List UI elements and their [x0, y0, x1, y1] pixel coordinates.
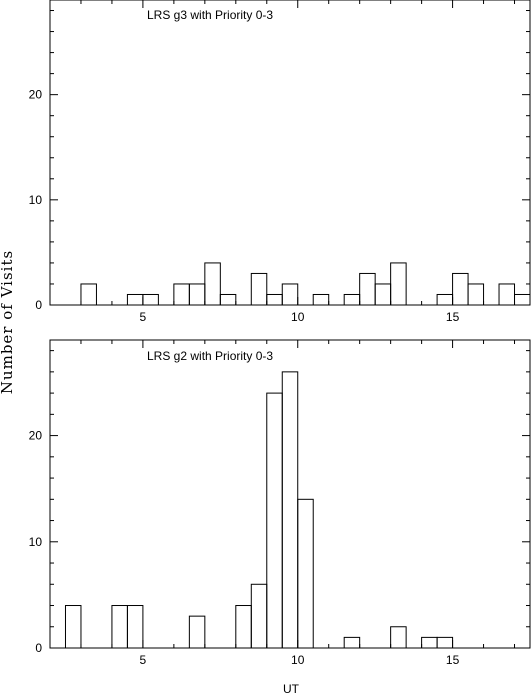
histogram-bar [297, 498, 314, 649]
y-tick-label: 10 [29, 535, 43, 549]
histogram-bar [219, 293, 237, 306]
y-tick-label: 0 [35, 298, 42, 312]
panel-lrs-g2: LRS g2 with Priority 0-3 5 10 15 0 10 20 [29, 339, 531, 667]
histogram-bar [64, 605, 82, 649]
y-tick-label: 0 [35, 641, 42, 655]
panel-title-lrs-g3: LRS g3 with Priority 0-3 [147, 8, 273, 22]
histogram-bar [142, 293, 159, 306]
plot-frame [49, 339, 531, 649]
y-tick-label: 20 [29, 88, 43, 102]
y-axis-label: Number of Visits [0, 250, 16, 394]
x-axis-label: UT [283, 682, 300, 696]
histogram-bar [250, 583, 268, 649]
histogram-bar [421, 636, 438, 649]
histogram-bar [80, 283, 97, 306]
histogram-bar [126, 605, 144, 649]
histogram-bar [266, 293, 283, 306]
plot-frame [49, 0, 531, 306]
histogram-bar [436, 293, 454, 306]
histogram-bar [235, 605, 252, 649]
histogram-bar [312, 293, 330, 306]
panel-title-lrs-g2: LRS g2 with Priority 0-3 [147, 349, 273, 363]
x-tick-label: 10 [291, 653, 305, 667]
y-tick-label: 20 [29, 429, 43, 443]
histogram-bar [390, 262, 407, 306]
histogram-bar [281, 283, 299, 306]
x-tick-label: 5 [140, 310, 147, 324]
histogram-bar [436, 636, 454, 649]
histogram-bar [452, 272, 469, 306]
histogram-bar [250, 272, 268, 306]
histogram-bar [374, 283, 392, 306]
histogram-bar [390, 626, 407, 649]
histogram-bar [281, 371, 299, 649]
histogram-bar [111, 605, 128, 649]
histogram-bar [343, 293, 361, 306]
histogram-bar [173, 283, 190, 306]
histogram-bar [359, 272, 376, 306]
histogram-bar [204, 262, 221, 306]
histogram-bar [343, 636, 361, 649]
histogram-bar [188, 615, 206, 649]
x-tick-label: 10 [291, 310, 305, 324]
histogram-bar [514, 293, 531, 306]
histogram-bar [498, 283, 516, 306]
x-tick-label: 15 [446, 310, 460, 324]
histogram-bar [467, 283, 485, 306]
panel-lrs-g3: LRS g3 with Priority 0-3 5 10 15 0 10 20 [29, 0, 531, 324]
x-tick-label: 5 [140, 653, 147, 667]
histogram-bar [266, 392, 283, 649]
histogram-bar [126, 293, 144, 306]
x-tick-label: 15 [446, 653, 460, 667]
histogram-bar [188, 283, 206, 306]
y-tick-label: 10 [29, 193, 43, 207]
